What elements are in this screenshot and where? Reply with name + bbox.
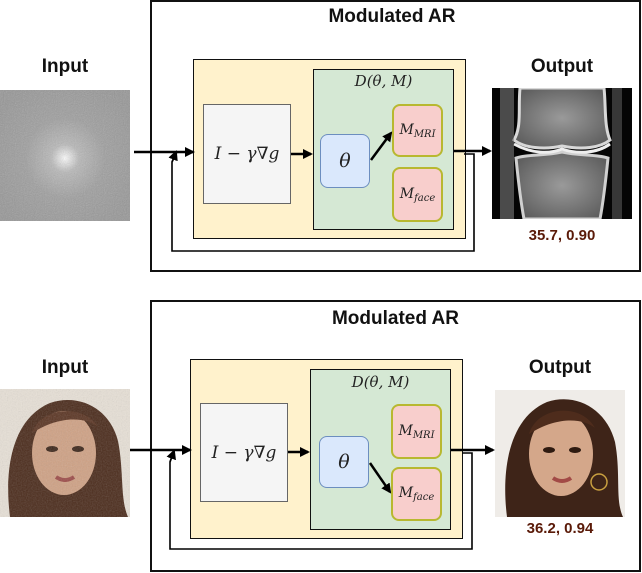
theta-label-1: θ [339, 150, 351, 172]
feedback-arrowhead-1 [168, 150, 178, 163]
gradient-step-box-1: I − γ∇g [203, 104, 291, 204]
model-face-label-1: Mface [400, 186, 436, 204]
model-face-label-2: Mface [399, 485, 435, 503]
model-face-sub-2: face [413, 492, 435, 503]
output-label-2: Output [528, 357, 592, 378]
feedback-loop-1 [171, 151, 475, 252]
row1-arrows [134, 131, 492, 252]
knee-mri-drawing [500, 88, 622, 219]
face-degraded-drawing [0, 389, 130, 517]
input-label-2: Input [41, 357, 89, 378]
model-mri-sub-1: MRI [413, 128, 436, 140]
theta-box-1: θ [320, 134, 370, 188]
feedback-loop-2 [169, 449, 473, 550]
input-image-face-degraded [0, 389, 130, 517]
gradient-step-label-1: I − γ∇g [214, 144, 280, 164]
model-face-box-2: Mface [391, 467, 442, 521]
model-face-base-2: M [398, 485, 414, 501]
metric-2: 36.2, 0.94 [526, 520, 594, 537]
arrow-theta-to-mri-1 [369, 131, 393, 161]
output-label-1: Output [530, 56, 594, 77]
model-mri-sub-2: MRI [412, 429, 435, 441]
gradient-step-box-2: I − γ∇g [200, 403, 288, 502]
output-image-knee-mri [492, 88, 632, 219]
theta-label-2: θ [338, 451, 350, 473]
denoiser-label-2: D(θ, M) [351, 373, 410, 391]
face-restored-drawing [505, 399, 623, 517]
model-mri-label-2: MMRI [398, 423, 434, 441]
frame-title-1: Modulated AR [328, 6, 456, 27]
noise-texture [0, 90, 130, 221]
model-mri-base-1: M [399, 121, 414, 138]
metric-1: 35.7, 0.90 [528, 227, 596, 244]
model-face-base-1: M [399, 185, 415, 202]
output-image-face-restored [495, 390, 625, 517]
arrow-theta-to-face-2 [368, 462, 392, 494]
model-mri-base-2: M [398, 422, 413, 439]
input-image-noise [0, 90, 130, 221]
frame-title-2: Modulated AR [331, 308, 459, 329]
input-label-1: Input [41, 56, 89, 77]
model-mri-box-2: MMRI [391, 404, 442, 459]
model-mri-box-1: MMRI [392, 104, 443, 157]
model-face-box-1: Mface [392, 167, 443, 222]
feedback-arrowhead-2 [166, 449, 176, 463]
denoiser-label-1: D(θ, M) [354, 72, 413, 90]
model-mri-label-1: MMRI [399, 122, 435, 140]
gradient-step-label-2: I − γ∇g [211, 442, 277, 463]
theta-box-2: θ [319, 436, 369, 488]
model-face-sub-1: face [414, 192, 436, 204]
row2-arrows [130, 445, 495, 550]
